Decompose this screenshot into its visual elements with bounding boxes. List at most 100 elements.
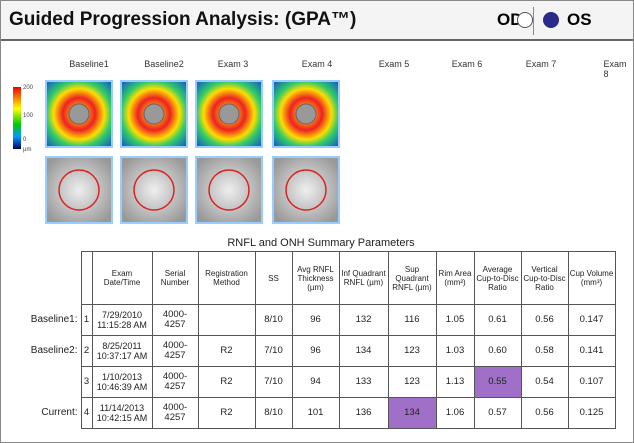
scale-label: µm: [23, 147, 32, 153]
scale-label: 0: [23, 137, 27, 143]
cell: 0.60: [473, 335, 522, 367]
os-label: OS: [567, 10, 592, 29]
cell: 116: [387, 304, 437, 336]
od-label: OD: [497, 10, 523, 29]
column-header: Inf Quadrant RNFL (µm): [338, 251, 389, 305]
disc: [143, 103, 165, 125]
row: Baseline1: 1 7/29/2010 11:15:28 AM 4000-425…: [13, 304, 616, 336]
row: Baseline2: 2 8/25/2011 10:37:17 AM 4000-425…: [13, 335, 616, 367]
cell: 8/25/2011 10:37:17 AM: [91, 335, 153, 367]
row-index: 4: [80, 397, 93, 429]
row-index: 2: [80, 335, 93, 367]
disc: [295, 103, 317, 125]
title: Guided Progression Analysis: (GPA™): [9, 9, 357, 30]
cell: 0.61: [473, 304, 522, 336]
cell: 96: [291, 304, 340, 336]
cell: 134: [387, 397, 437, 429]
cell: R2: [197, 397, 256, 429]
disc-ring: [58, 169, 100, 211]
cell: 11/14/2013 10:42:15 AM: [91, 397, 153, 429]
os-radio[interactable]: [543, 12, 559, 28]
row-index: 1: [80, 304, 93, 336]
fundus: [195, 156, 263, 224]
cell: 4000-4257: [151, 304, 199, 336]
cell: 134: [338, 335, 389, 367]
separator: [533, 7, 534, 35]
cell: 4000-4257: [151, 397, 199, 429]
exam-label: Baseline1: [69, 59, 109, 69]
cell: 136: [338, 397, 389, 429]
disc: [218, 103, 240, 125]
cell: 1.13: [435, 366, 475, 398]
column-header: Avg RNFL Thickness (µm): [291, 251, 340, 305]
cell: 4000-4257: [151, 366, 199, 398]
cell: 101: [291, 397, 340, 429]
column-header: Sup Quadrant RNFL (µm): [387, 251, 437, 305]
row: Current: 4 11/14/2013 10:42:15 AM 4000-4257…: [13, 397, 616, 429]
exam-label: Exam 5: [378, 59, 410, 69]
exam-label: Exam 6: [451, 59, 483, 69]
table-title: RNFL and ONH Summary Parameters: [227, 237, 415, 249]
cell: 8/10: [254, 397, 293, 429]
color-scale: [13, 87, 21, 149]
cell: 123: [387, 366, 437, 398]
disc-ring: [133, 169, 175, 211]
exam-label: Baseline2: [144, 59, 184, 69]
cell: 7/10: [254, 335, 293, 367]
row-label: [13, 367, 81, 398]
cell: R2: [197, 366, 256, 398]
column-header: Exam Date/Time: [91, 251, 153, 305]
fundus: [45, 156, 113, 224]
cell: 132: [338, 304, 389, 336]
scale-label: 200: [23, 85, 34, 91]
disc-ring: [208, 169, 250, 211]
row-label: Current:: [41, 407, 78, 418]
cell: 1/10/2013 10:46:39 AM: [91, 366, 153, 398]
row: 3 1/10/2013 10:46:39 AM 4000-4257 R2 7/10 94 1…: [13, 366, 616, 398]
cell: 96: [291, 335, 340, 367]
disc-ring: [285, 169, 327, 211]
row-label: Baseline2:: [30, 345, 78, 356]
column-header: Serial Number: [151, 251, 199, 305]
cell: R2: [197, 335, 256, 367]
exam-label: Exam 3: [217, 59, 249, 69]
row-label: Baseline1:: [30, 314, 78, 325]
column-header: SS: [254, 251, 293, 305]
cell: 0.56: [520, 397, 569, 429]
exam-label: Exam 7: [525, 59, 557, 69]
cell: 94: [291, 366, 340, 398]
cell: 1.03: [435, 335, 475, 367]
summary-table: Exam Date/Time Serial Number Registration …: [13, 251, 616, 429]
cell: 4000-4257: [151, 335, 199, 367]
cell: 0.55: [473, 366, 522, 398]
cell: 0.107: [567, 366, 616, 398]
title-bar: Guided Progression Analysis: (GPA™) OD O…: [1, 1, 633, 41]
cell: 1.06: [435, 397, 475, 429]
cell: 0.125: [567, 397, 616, 429]
cell: 133: [338, 366, 389, 398]
column-header: Registration Method: [197, 251, 256, 305]
column-header: Vertical Cup-to-Disc Ratio: [520, 251, 569, 305]
cell: 0.141: [567, 335, 616, 367]
cell: 0.57: [473, 397, 522, 429]
exam-label: Exam 8: [603, 59, 627, 79]
cell: [197, 304, 256, 336]
cell: 7/10: [254, 366, 293, 398]
disc: [68, 103, 90, 125]
column-header: Average Cup-to-Disc Ratio: [473, 251, 522, 305]
cell: 0.56: [520, 304, 569, 336]
exam-label: Exam 4: [301, 59, 333, 69]
column-header: Rim Area (mm²): [435, 251, 475, 305]
cell: 0.58: [520, 335, 569, 367]
cell: 0.147: [567, 304, 616, 336]
cell: 7/29/2010 11:15:28 AM: [91, 304, 153, 336]
od-radio[interactable]: [517, 12, 533, 28]
cell: 123: [387, 335, 437, 367]
cell: 0.54: [520, 366, 569, 398]
cell: 1.05: [435, 304, 475, 336]
row-index: 3: [80, 366, 93, 398]
scale-label: 100: [23, 113, 34, 119]
fundus: [272, 156, 340, 224]
column-header: Cup Volume (mm³): [567, 251, 616, 305]
